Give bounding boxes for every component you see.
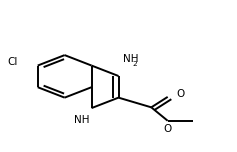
Text: 2: 2 bbox=[132, 61, 137, 67]
Text: Cl: Cl bbox=[7, 57, 18, 67]
Text: O: O bbox=[164, 124, 172, 134]
Text: O: O bbox=[177, 89, 185, 99]
Text: NH: NH bbox=[123, 54, 138, 64]
Text: NH: NH bbox=[74, 115, 90, 125]
